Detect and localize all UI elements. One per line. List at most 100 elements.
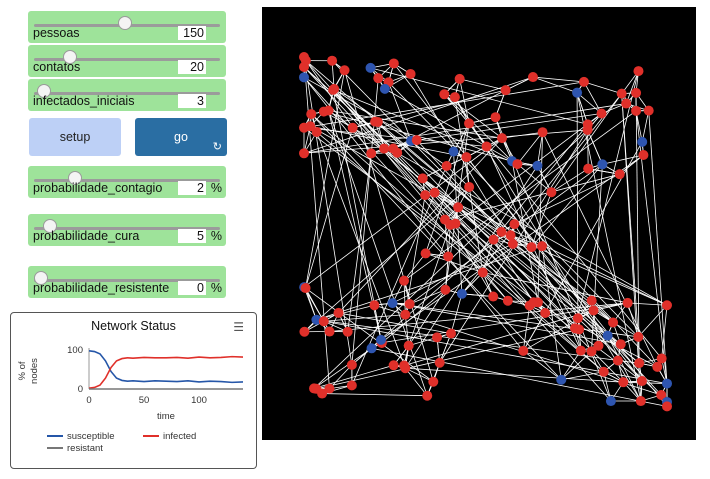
network-link [381, 302, 628, 344]
network-link [531, 164, 603, 248]
network-link [344, 70, 434, 382]
network-node [432, 332, 443, 343]
network-node [598, 366, 609, 377]
network-node [379, 143, 390, 154]
slider-value: 20 [178, 60, 206, 74]
network-link [447, 224, 451, 257]
network-link [468, 123, 662, 359]
network-link [551, 168, 589, 193]
network-link [392, 243, 513, 304]
network-node [556, 374, 567, 385]
slider-thumb[interactable] [34, 271, 48, 285]
network-node [375, 334, 386, 345]
network-link [523, 350, 562, 381]
network-link [661, 305, 668, 359]
hamburger-menu-icon[interactable]: ☰ [233, 320, 244, 334]
slider-thumb[interactable] [68, 171, 83, 185]
network-node [366, 148, 377, 159]
network-link [381, 289, 446, 344]
plot-axes: 0 100 0 50 100 [67, 345, 243, 406]
network-link [425, 253, 483, 273]
network-node [318, 316, 329, 327]
network-link [591, 300, 614, 323]
slider-thumb[interactable] [37, 84, 52, 98]
slider-probabilidade-cura[interactable]: probabilidade_cura 5 % [28, 214, 226, 246]
network-node [500, 85, 511, 96]
network-node [586, 295, 597, 306]
network-node [662, 300, 672, 311]
slider-unit: % [210, 181, 222, 195]
slider-value: 5 [178, 229, 206, 243]
network-node [464, 181, 475, 192]
network-node [634, 358, 645, 369]
loop-arrow-icon: ↻ [212, 141, 222, 153]
network-node [631, 105, 642, 116]
network-node [420, 190, 431, 201]
slider-label: infectados_iniciais [33, 94, 135, 108]
network-link [583, 81, 602, 114]
slider-contatos[interactable]: contatos 20 [28, 45, 226, 77]
network-link [517, 163, 552, 193]
network-link [425, 123, 470, 254]
slider-thumb[interactable] [63, 50, 78, 64]
network-node [583, 163, 594, 174]
network-node [428, 376, 439, 387]
network-link [303, 76, 417, 141]
setup-button[interactable]: setup [29, 118, 121, 156]
network-link [588, 168, 620, 175]
slider-label: probabilidade_resistente [33, 281, 170, 295]
slider-label: probabilidade_cura [33, 229, 140, 243]
legend-label: infected [163, 431, 196, 442]
network-node [638, 150, 649, 161]
network-link [603, 371, 612, 402]
go-button[interactable]: go ↻ [135, 118, 227, 156]
network-link [303, 137, 503, 288]
network-link [459, 78, 470, 124]
network-link [627, 302, 639, 337]
network-view[interactable] [262, 7, 696, 440]
plot-canvas: % of nodes time 0 100 0 50 100 susceptible in… [17, 345, 244, 454]
setup-button-label: setup [59, 130, 91, 144]
network-link [542, 132, 658, 368]
network-link [641, 110, 650, 142]
network-node [339, 65, 350, 76]
slider-unit: % [210, 281, 222, 295]
network-node [366, 343, 377, 354]
network-link [316, 131, 605, 373]
slider-infectados-iniciais[interactable]: infectados_iniciais 3 [28, 79, 226, 111]
network-node [387, 298, 398, 309]
slider-track[interactable] [34, 227, 220, 230]
slider-thumb[interactable] [42, 219, 57, 233]
network-node [439, 89, 450, 100]
slider-track[interactable] [34, 279, 220, 282]
slider-thumb[interactable] [118, 16, 133, 30]
slider-track[interactable] [34, 58, 220, 61]
network-link [404, 310, 594, 366]
network-link [455, 113, 602, 224]
network-node [652, 361, 663, 372]
network-link [439, 333, 452, 363]
network-link [583, 81, 622, 95]
network-link [637, 305, 668, 338]
network-link [468, 186, 662, 396]
network-node [299, 148, 309, 159]
slider-track[interactable] [34, 92, 220, 95]
network-node [365, 62, 376, 73]
network-node [443, 251, 454, 262]
network-node [615, 339, 626, 350]
network-link [323, 320, 668, 384]
slider-value: 0 [178, 281, 206, 295]
network-node [582, 124, 593, 135]
go-button-label: go [174, 130, 188, 144]
slider-pessoas[interactable]: pessoas 150 [28, 11, 226, 43]
y-tick-label: 0 [78, 384, 83, 395]
network-node [496, 133, 507, 144]
network-node [373, 73, 384, 84]
network-link [305, 287, 325, 322]
network-node [388, 58, 399, 69]
slider-track[interactable] [34, 179, 220, 182]
slider-probabilidade-contagio[interactable]: probabilidade_contagio 2 % [28, 166, 226, 198]
slider-probabilidade-resistente[interactable]: probabilidade_resistente 0 % [28, 266, 226, 298]
network-node [512, 159, 523, 170]
network-link [403, 280, 406, 315]
